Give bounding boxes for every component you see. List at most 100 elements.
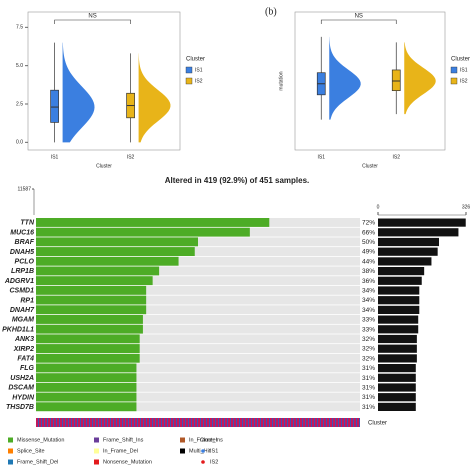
count-bar xyxy=(378,325,419,334)
row-altered xyxy=(36,247,195,256)
significance-label: NS xyxy=(88,14,96,20)
legend-title: Cluster xyxy=(186,57,205,63)
percent-label: 34% xyxy=(362,297,375,304)
gene-label: ANK3 xyxy=(14,336,34,343)
row-altered xyxy=(36,334,140,344)
row-altered xyxy=(36,305,147,315)
gene-label: DNAH7 xyxy=(10,307,35,314)
legend-swatch xyxy=(8,448,13,454)
row-background xyxy=(36,382,360,392)
gene-label: MUC16 xyxy=(10,229,34,236)
count-bar xyxy=(378,267,425,276)
cluster-track xyxy=(36,418,360,427)
row-altered xyxy=(36,392,137,402)
gene-label: THSD7B xyxy=(6,404,34,411)
legend-swatch xyxy=(450,66,458,74)
row-altered xyxy=(36,218,270,227)
significance-bracket xyxy=(54,19,131,24)
percent-label: 31% xyxy=(362,404,375,411)
cluster-legend-swatch xyxy=(201,449,205,453)
legend-swatch xyxy=(94,459,99,465)
side-tick-label: 0 xyxy=(377,204,380,210)
cluster-legend-label: IS2 xyxy=(210,459,218,465)
row-background xyxy=(36,276,360,286)
count-bar xyxy=(378,383,416,392)
row-altered xyxy=(36,227,250,237)
legend-swatch xyxy=(8,437,13,443)
row-altered xyxy=(36,373,137,383)
row-background xyxy=(36,305,360,315)
y-tick-label: 5.0 xyxy=(16,63,23,69)
count-bar xyxy=(378,373,416,382)
x-axis-label: Cluster xyxy=(362,163,378,169)
cluster-legend-swatch xyxy=(201,460,205,464)
legend-swatch xyxy=(450,77,458,85)
percent-label: 44% xyxy=(362,258,375,265)
significance-label: NS xyxy=(355,14,363,20)
percent-label: 32% xyxy=(362,346,375,353)
count-bar xyxy=(378,296,420,305)
percent-label: 66% xyxy=(362,229,375,236)
plot-frame xyxy=(27,11,181,151)
gene-label: XIRP2 xyxy=(13,346,34,353)
row-background xyxy=(36,344,360,353)
count-bar xyxy=(378,276,422,285)
count-bar xyxy=(378,393,416,402)
count-bar xyxy=(378,305,420,314)
percent-label: 36% xyxy=(362,278,375,285)
row-altered xyxy=(36,353,140,363)
violin xyxy=(329,36,361,120)
row-background xyxy=(36,295,360,305)
y-tick-label: 0.0 xyxy=(16,140,23,146)
percent-label: 31% xyxy=(362,375,375,382)
count-bar xyxy=(378,237,440,247)
significance-bracket xyxy=(320,19,397,24)
row-background xyxy=(36,247,360,256)
x-tick-label: IS2 xyxy=(127,154,135,160)
violin xyxy=(138,53,171,143)
panel-label: (b) xyxy=(265,6,277,17)
row-background xyxy=(36,373,360,383)
x-tick-label: IS1 xyxy=(317,154,325,160)
count-bar xyxy=(378,286,420,295)
legend-swatch xyxy=(94,437,99,443)
legend-swatch xyxy=(94,448,99,454)
gene-label: TTN xyxy=(20,220,35,227)
y-tick-label: 2.5 xyxy=(16,101,23,107)
row-background xyxy=(36,353,360,363)
gene-label: DNAH5 xyxy=(10,249,34,256)
percent-label: 38% xyxy=(362,268,375,275)
gene-label: RP1 xyxy=(20,297,34,304)
percent-label: 72% xyxy=(362,220,375,227)
gene-label: MGAM xyxy=(12,317,34,324)
cluster-legend-label: IS1 xyxy=(210,448,218,454)
x-tick-label: IS2 xyxy=(392,154,400,160)
percent-label: 50% xyxy=(362,239,375,246)
row-altered xyxy=(36,285,147,295)
row-altered xyxy=(36,237,198,247)
gene-label: HYDIN xyxy=(12,394,35,401)
count-bar xyxy=(378,315,419,324)
legend-label: Multi_Hit xyxy=(189,448,211,454)
legend-label: In_Frame_Del xyxy=(103,448,138,454)
gene-label: USH2A xyxy=(10,375,34,382)
count-bar xyxy=(378,402,416,411)
percent-label: 34% xyxy=(362,287,375,294)
row-background xyxy=(36,334,360,344)
legend-swatch xyxy=(185,66,193,74)
count-bar xyxy=(378,247,438,256)
gene-label: LRP1B xyxy=(11,268,34,275)
percent-label: 34% xyxy=(362,307,375,314)
count-bar xyxy=(378,257,432,266)
row-background xyxy=(36,266,360,276)
box xyxy=(391,69,401,92)
count-bar xyxy=(378,218,466,227)
chart-title: Altered in 419 (92.9%) of 451 samples. xyxy=(165,176,310,185)
count-bar xyxy=(378,354,417,363)
violin xyxy=(62,42,95,143)
gene-label: ADGRV1 xyxy=(4,278,34,285)
legend-label: Missense_Mutation xyxy=(17,437,64,443)
track-label: Cluster xyxy=(368,421,387,427)
legend-label: IS1 xyxy=(195,67,203,73)
